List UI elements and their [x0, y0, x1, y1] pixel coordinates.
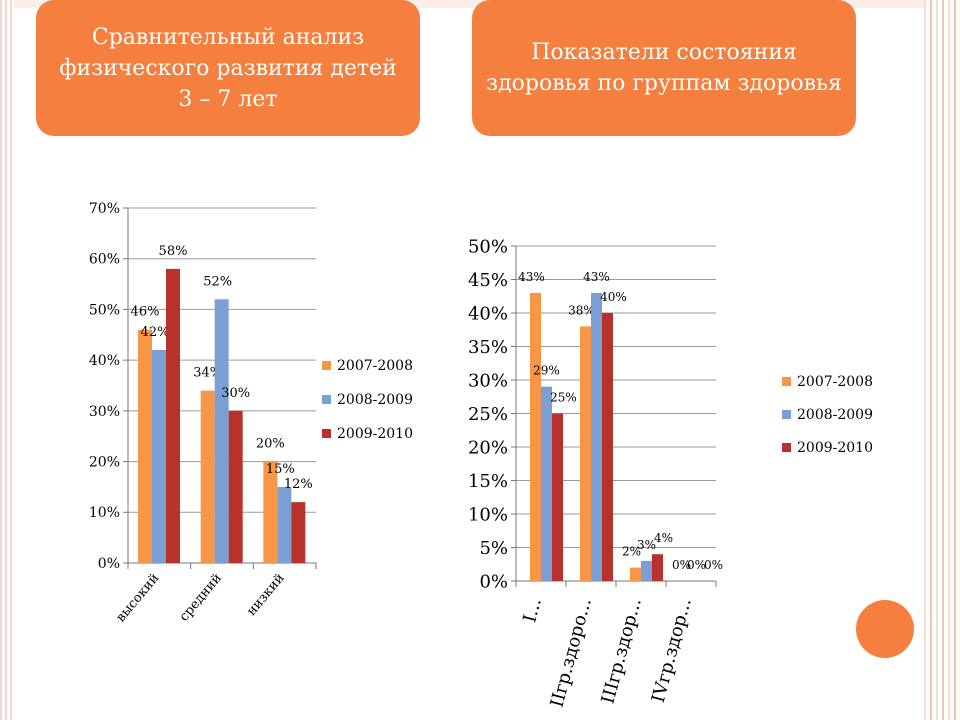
- y-tick-label: 15%: [468, 471, 508, 492]
- y-tick-label: 5%: [479, 538, 508, 559]
- title-physical-development: Сравнительный анализ физического развити…: [36, 0, 420, 136]
- data-label: 12%: [284, 477, 313, 492]
- legend-swatch: [782, 410, 791, 419]
- data-label: 0%: [687, 558, 706, 572]
- y-tick-label: 20%: [89, 454, 120, 470]
- y-tick-label: 35%: [468, 337, 508, 358]
- data-label: 2%: [622, 545, 641, 559]
- bar: [291, 502, 306, 563]
- frame-right-border: [924, 0, 960, 720]
- data-label: 42%: [141, 325, 170, 340]
- y-tick-label: 20%: [468, 437, 508, 458]
- data-label: 46%: [131, 305, 160, 320]
- data-label: 58%: [159, 244, 188, 259]
- data-label: 0%: [704, 558, 723, 572]
- bar: [580, 326, 591, 581]
- x-category-label: IVгр.здор...: [648, 596, 696, 705]
- title-health-groups: Показатели состояния здоровья по группам…: [472, 0, 856, 136]
- data-label: 3%: [637, 538, 656, 552]
- bar: [630, 567, 641, 581]
- y-tick-label: 40%: [89, 353, 120, 369]
- x-category-label: низкий: [244, 571, 288, 619]
- y-tick-label: 0%: [98, 556, 120, 572]
- x-category-label: I...: [519, 596, 546, 625]
- data-label: 38%: [568, 303, 595, 317]
- legend-entry: 2007-2008: [337, 358, 413, 374]
- x-category-label: средний: [177, 571, 225, 625]
- legend-entry: 2009-2010: [797, 440, 873, 456]
- bar: [591, 292, 602, 581]
- data-label: 0%: [672, 558, 691, 572]
- bar: [138, 329, 152, 563]
- data-label: 43%: [583, 270, 610, 284]
- bar: [228, 410, 243, 563]
- bar: [152, 350, 166, 563]
- y-tick-label: 45%: [468, 270, 508, 291]
- data-label: 40%: [600, 290, 627, 304]
- legend-swatch: [782, 377, 791, 386]
- bar: [166, 268, 180, 563]
- legend-entry: 2009-2010: [337, 426, 413, 442]
- data-label: 30%: [221, 386, 250, 401]
- data-label: 43%: [518, 270, 545, 284]
- data-label: 25%: [550, 391, 577, 405]
- bar: [602, 313, 613, 581]
- y-tick-label: 10%: [468, 504, 508, 525]
- bar: [263, 461, 278, 563]
- y-tick-label: 60%: [89, 252, 120, 268]
- data-label: 29%: [533, 364, 560, 378]
- bar: [530, 292, 541, 581]
- x-category-label: IIгр.здоро...: [547, 596, 596, 710]
- y-tick-label: 50%: [468, 236, 508, 257]
- chart-health-groups: 0% 5% 10% 15% 20% 25% 30% 35% 40% 45% 50% 43% 29% 25%…: [468, 236, 873, 709]
- bar: [641, 560, 652, 581]
- bar: [652, 554, 663, 581]
- x-category-label: высокий: [113, 571, 162, 625]
- legend-swatch: [322, 429, 331, 438]
- data-label: 20%: [256, 437, 285, 452]
- y-tick-label: 10%: [89, 505, 120, 521]
- y-tick-label: 30%: [468, 370, 508, 391]
- legend-entry: 2007-2008: [797, 374, 873, 390]
- data-label: 4%: [654, 531, 673, 545]
- bar: [277, 486, 292, 563]
- data-label: 15%: [266, 462, 295, 477]
- legend-swatch: [322, 395, 331, 404]
- y-tick-label: 40%: [468, 303, 508, 324]
- bar: [200, 390, 215, 563]
- y-tick-label: 25%: [468, 404, 508, 425]
- legend-swatch: [782, 443, 791, 452]
- x-category-label: IIIгр.здор...: [597, 596, 645, 706]
- y-tick-label: 50%: [89, 302, 120, 318]
- data-label: 52%: [203, 274, 232, 289]
- frame-left-border: [0, 0, 14, 720]
- decorative-circle: [856, 600, 914, 658]
- y-tick-label: 30%: [89, 404, 120, 420]
- bar: [214, 299, 229, 563]
- legend-entry: 2008-2009: [337, 392, 413, 408]
- legend-entry: 2008-2009: [797, 407, 873, 423]
- chart-physical-development: 0% 10% 20% 30% 40% 50% 60% 70% 46% 42% 58% высокий 3…: [89, 201, 413, 625]
- y-tick-label: 70%: [89, 201, 120, 217]
- bar: [541, 386, 552, 581]
- bar: [552, 413, 563, 581]
- y-tick-label: 0%: [479, 571, 508, 592]
- legend-swatch: [322, 361, 331, 370]
